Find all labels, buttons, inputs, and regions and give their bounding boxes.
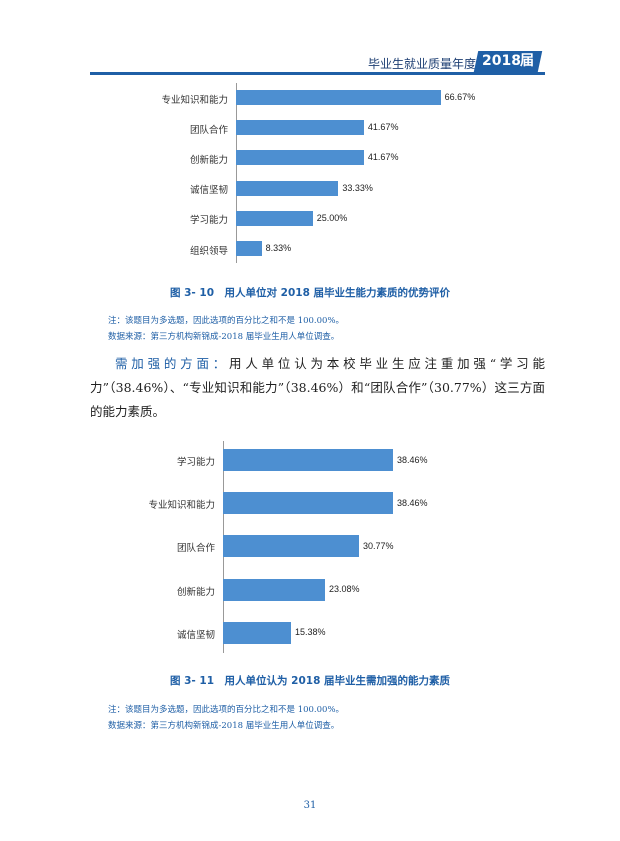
chart-note-1: 注：该题目为多选题，因此选项的百分比之和不是 100.00%。 [108,316,345,326]
chart-note-2: 注：该题目为多选题，因此选项的百分比之和不是 100.00%。 [108,705,345,715]
bar-value-label: 38.46% [396,497,428,508]
report-year-suffix: 届 [520,53,535,69]
bar-value-label: 41.67% [367,152,399,163]
bar [223,449,393,471]
bar [236,90,441,105]
paragraph-body: 用人单位认为本校毕业生应注重加强“学习能力”（38.46%）、“专业知识和能力”… [90,356,545,419]
bar [223,492,393,515]
bar-category-label: 诚信坚韧 [176,629,215,641]
bar [236,210,313,226]
bar-value-label: 66.67% [444,92,476,102]
chart-source-1: 数据来源：第三方机构新锦成-2018 届毕业生用人单位调查。 [108,332,340,342]
report-title: 毕业生就业质量年度报告 [368,57,501,71]
bar-value-label: 33.33% [342,182,373,193]
bar-category-label: 专业知识和能力 [161,94,228,106]
bar [236,150,364,166]
bar-value-label: 25.00% [316,212,348,223]
chart-need-improvement: 学习能力 38.46% 专业知识和能力 38.46% 团队合作 30.77% 创新能力 23.… [148,441,523,653]
bar-category-label: 学习能力 [176,457,215,468]
paragraph-lead: 需加强的方面： [115,356,230,371]
bar-category-label: 学习能力 [189,215,228,227]
bar-value-label: 41.67% [367,122,399,133]
bar-category-label: 创新能力 [189,154,228,166]
bar-value-label: 8.33% [265,243,292,253]
report-year-badge: 2018届 [473,51,543,72]
bar-value-label: 15.38% [294,627,326,638]
bar-category-label: 团队合作 [176,543,215,555]
bar [236,120,364,136]
page-number: 31 [303,800,317,811]
header-rule [90,72,545,75]
bar [223,578,325,601]
chart-axis [236,83,237,263]
chart-source-2: 数据来源：第三方机构新锦成-2018 届毕业生用人单位调查。 [108,721,340,731]
bar-category-label: 创新能力 [176,586,215,598]
bar [236,180,339,196]
chart-strength-evaluation: 专业知识和能力 66.67% 团队合作 41.67% 创新能力 41.67% 诚信坚韧 33.… [161,83,536,263]
bar-category-label: 诚信坚韧 [189,185,228,197]
report-year: 2018 [481,53,521,69]
bar-value-label: 38.46% [396,454,428,465]
bar [223,535,359,558]
bar-value-label: 30.77% [363,540,394,551]
bar [223,621,291,644]
chart-caption-1: 图 3- 10 用人单位对 2018 届毕业生能力素质的优势评价 [169,287,451,299]
body-paragraph: 需加强的方面：用人单位认为本校毕业生应注重加强“学习能力”（38.46%）、“专… [90,352,545,424]
bar-category-label: 专业知识和能力 [148,500,215,512]
bar-category-label: 团队合作 [189,124,228,136]
chart-caption-2: 图 3- 11 用人单位认为 2018 届毕业生需加强的能力素质 [169,675,451,687]
bar [236,241,262,256]
bar-value-label: 23.08% [329,584,360,595]
bar-category-label: 组织领导 [189,245,228,257]
